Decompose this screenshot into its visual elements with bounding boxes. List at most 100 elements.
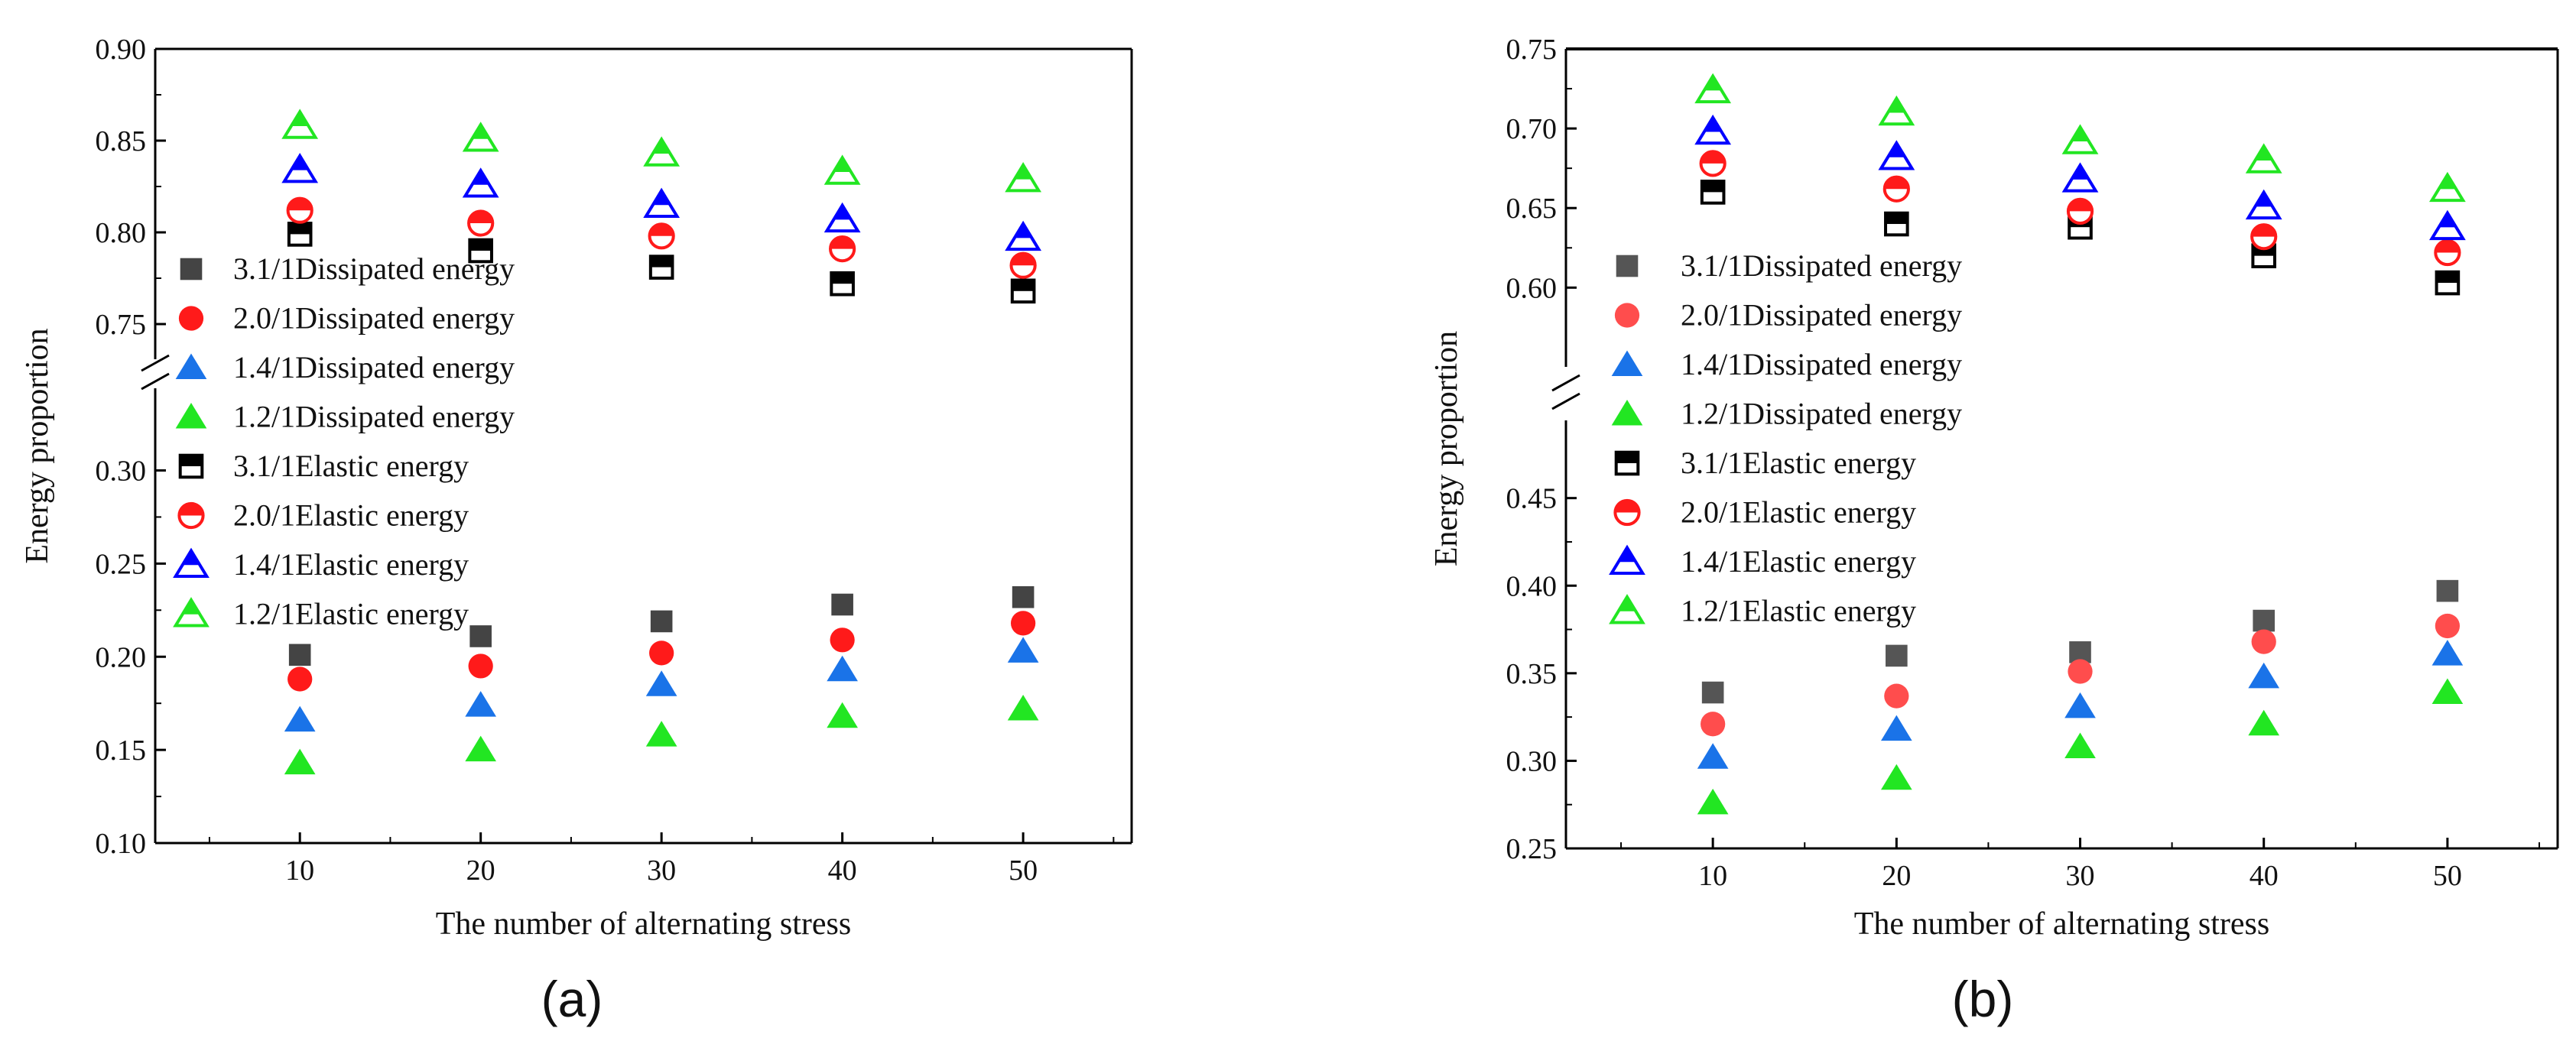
y-tick-label: 0.40 bbox=[1506, 570, 1558, 602]
legend-label: 1.4/1Dissipated energy bbox=[233, 350, 515, 384]
legend-marker bbox=[180, 258, 203, 281]
axis-break-mark bbox=[1551, 374, 1580, 410]
plot-frame bbox=[1564, 47, 2559, 850]
legend-marker bbox=[173, 547, 210, 578]
data-point bbox=[831, 593, 853, 616]
series-4 bbox=[284, 694, 1039, 775]
legend-label: 2.0/1Dissipated energy bbox=[233, 301, 515, 336]
legend-label: 1.2/1Elastic energy bbox=[1681, 594, 1916, 628]
data-point bbox=[2064, 692, 2096, 718]
data-point bbox=[1884, 211, 1909, 237]
data-point bbox=[469, 625, 492, 647]
x-axis-title: The number of alternating stress bbox=[436, 906, 852, 942]
data-point bbox=[829, 235, 856, 263]
data-point bbox=[1005, 220, 1041, 251]
y-tick-label: 0.10 bbox=[96, 828, 147, 860]
y-tick-label: 0.60 bbox=[1506, 272, 1558, 304]
data-point bbox=[2248, 709, 2280, 736]
data-point bbox=[643, 136, 681, 167]
data-point bbox=[1878, 140, 1915, 170]
data-point bbox=[2429, 171, 2466, 203]
x-tick-label: 10 bbox=[285, 855, 314, 887]
data-point bbox=[1005, 162, 1041, 193]
data-point bbox=[468, 238, 493, 264]
data-point bbox=[650, 610, 673, 633]
data-point bbox=[2434, 238, 2461, 267]
legend-marker bbox=[1609, 544, 1645, 575]
data-point bbox=[830, 628, 855, 653]
data-point bbox=[1878, 95, 1915, 126]
legend: 3.1/1Dissipated energy 2.0/1Dissipated en… bbox=[1609, 248, 1962, 628]
y-tick-label: 0.30 bbox=[1506, 745, 1558, 777]
x-axis-title: The number of alternating stress bbox=[1854, 906, 2270, 942]
legend-label: 1.4/1Elastic energy bbox=[233, 547, 469, 582]
data-point bbox=[2436, 579, 2459, 602]
y-axis-title: Energy proportion bbox=[20, 328, 55, 563]
data-point bbox=[465, 735, 496, 762]
series-3 bbox=[284, 637, 1039, 732]
y-tick-label: 0.80 bbox=[96, 217, 147, 249]
x-tick-label: 30 bbox=[2066, 860, 2095, 892]
series-1 bbox=[1701, 579, 2459, 704]
legend-label: 2.0/1Dissipated energy bbox=[1681, 298, 1962, 332]
y-tick-label: 0.20 bbox=[96, 641, 147, 673]
y-tick-label: 0.75 bbox=[1506, 34, 1558, 66]
data-point bbox=[2251, 629, 2276, 654]
data-point bbox=[2068, 659, 2093, 684]
x-tick-label: 50 bbox=[1009, 855, 1038, 887]
legend-label: 2.0/1Elastic energy bbox=[233, 498, 469, 533]
series-4 bbox=[1697, 678, 2464, 815]
y-tick-label: 0.25 bbox=[96, 548, 147, 580]
legend-marker bbox=[1611, 350, 1643, 376]
data-point bbox=[281, 109, 319, 139]
data-point bbox=[2253, 609, 2276, 632]
legend-marker bbox=[175, 402, 207, 429]
series-8 bbox=[281, 109, 1041, 193]
x-tick-label: 40 bbox=[828, 855, 857, 887]
data-point bbox=[467, 209, 495, 237]
panel-label: (b) bbox=[1952, 971, 2014, 1027]
data-point bbox=[649, 641, 674, 666]
chart-panel-a: 10 20 30 40 50 0.10 0.15 0.20 0.25 0.30 0.75 0.80 0.… bbox=[20, 34, 1133, 1027]
data-point bbox=[468, 653, 493, 679]
data-point bbox=[1701, 712, 1726, 737]
y-tick-label: 0.30 bbox=[96, 456, 147, 488]
y-axis-title: Energy proportion bbox=[1429, 331, 1464, 566]
data-point bbox=[1007, 694, 1039, 721]
data-point bbox=[827, 655, 858, 682]
data-point bbox=[645, 721, 677, 747]
data-point bbox=[284, 748, 316, 775]
data-point bbox=[2431, 678, 2464, 704]
data-point bbox=[1012, 585, 1035, 608]
data-point bbox=[2061, 124, 2099, 154]
series-8 bbox=[1694, 73, 2466, 203]
y-tick-label: 0.85 bbox=[96, 125, 147, 157]
legend-marker bbox=[177, 501, 205, 530]
legend-marker bbox=[178, 306, 204, 331]
data-point bbox=[2248, 662, 2280, 689]
data-point bbox=[1694, 114, 1732, 145]
data-point bbox=[823, 154, 861, 185]
data-point bbox=[1881, 715, 1912, 741]
data-point bbox=[465, 691, 496, 717]
x-tick-label: 10 bbox=[1698, 860, 1727, 892]
legend-label: 3.1/1Elastic energy bbox=[1681, 446, 1916, 480]
data-point bbox=[281, 153, 319, 183]
data-point bbox=[830, 271, 855, 297]
data-point bbox=[1010, 611, 1036, 636]
data-point bbox=[1881, 764, 1912, 790]
series-5 bbox=[287, 222, 1036, 304]
y-tick-label: 0.25 bbox=[1506, 833, 1558, 865]
data-point bbox=[286, 196, 313, 224]
legend-label: 3.1/1Elastic energy bbox=[233, 449, 469, 483]
legend-marker bbox=[1616, 255, 1639, 277]
legend-marker bbox=[173, 597, 210, 628]
data-point bbox=[287, 666, 313, 692]
y-tick-label: 0.75 bbox=[96, 309, 147, 341]
data-point bbox=[2245, 189, 2282, 220]
data-point bbox=[2066, 197, 2094, 225]
y-tick-label: 0.45 bbox=[1506, 483, 1558, 515]
legend-marker bbox=[1609, 594, 1645, 624]
legend-marker bbox=[1611, 399, 1643, 426]
